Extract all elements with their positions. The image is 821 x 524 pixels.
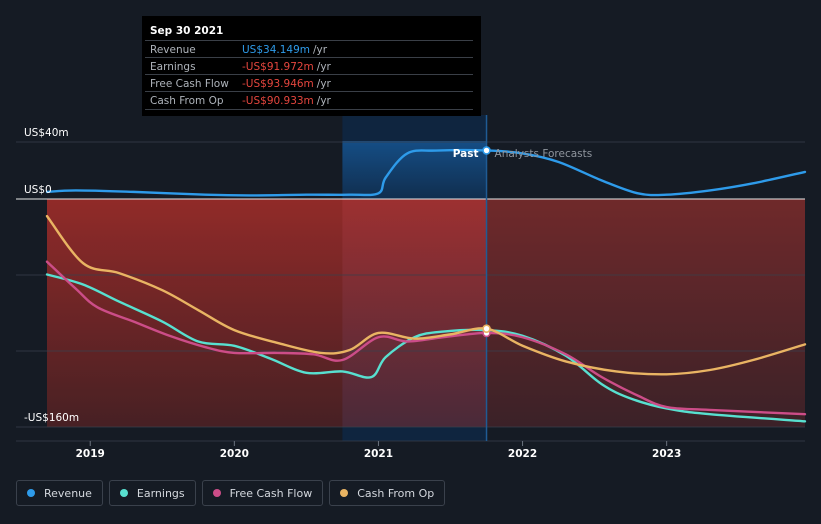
x-tick-label: 2019 bbox=[76, 448, 105, 460]
legend-dot-icon bbox=[340, 489, 349, 497]
legend-item-free-cash-flow[interactable]: Free Cash Flow bbox=[201, 480, 324, 506]
x-tick-label: 2021 bbox=[364, 448, 393, 460]
tooltip-value: -US$91.972m bbox=[242, 61, 314, 73]
y-tick-label: US$40m bbox=[24, 127, 69, 139]
tooltip-label: Cash From Op bbox=[150, 95, 224, 107]
forecast-shade bbox=[486, 199, 805, 427]
free-cash-flow-line bbox=[45, 260, 807, 416]
legend-dot-icon bbox=[212, 489, 221, 497]
legend-label: Earnings bbox=[136, 486, 185, 500]
loss-area bbox=[47, 199, 805, 427]
x-tick-label: 2023 bbox=[652, 448, 681, 460]
tooltip-row-cfo: Cash From Op -US$90.933m/yr bbox=[145, 91, 473, 110]
cash-from-op-line bbox=[45, 214, 807, 376]
legend-item-cash-from-op[interactable]: Cash From Op bbox=[329, 480, 446, 506]
legend-item-earnings[interactable]: Earnings bbox=[108, 480, 196, 506]
legend-label: Free Cash Flow bbox=[229, 486, 313, 500]
past-label: Past bbox=[453, 148, 479, 160]
tooltip-date: Sep 30 2021 bbox=[150, 25, 224, 37]
y-tick-label: US$0 bbox=[24, 184, 52, 196]
tooltip-value: -US$90.933m bbox=[242, 95, 314, 107]
legend-item-revenue[interactable]: Revenue bbox=[16, 480, 103, 506]
legend-dot-icon bbox=[27, 489, 35, 497]
legend: Revenue Earnings Free Cash Flow Cash Fro… bbox=[16, 480, 446, 508]
tooltip: Sep 30 2021 Revenue US$34.149m/yr Earnin… bbox=[142, 16, 481, 116]
legend-label: Cash From Op bbox=[357, 486, 435, 500]
forecast-label: Analysts Forecasts bbox=[495, 148, 593, 160]
chart: 2019 2020 2021 2022 2023 US$40m US$0 -US$160m Pa… bbox=[16, 115, 807, 460]
tooltip-row-earnings: Earnings -US$91.972m/yr bbox=[145, 57, 473, 75]
revenue-line bbox=[45, 148, 807, 197]
revenue-point bbox=[482, 146, 491, 155]
tooltip-unit: /yr bbox=[313, 44, 328, 56]
y-tick-label: -US$160m bbox=[24, 412, 79, 424]
legend-label: Revenue bbox=[44, 486, 92, 500]
tooltip-unit: /yr bbox=[316, 78, 331, 90]
tooltip-value: -US$93.946m bbox=[242, 78, 314, 90]
cash-from-op-point bbox=[482, 324, 491, 333]
loss-area-shade bbox=[47, 199, 343, 427]
tooltip-unit: /yr bbox=[316, 61, 331, 73]
x-tick-label: 2020 bbox=[220, 448, 249, 460]
tooltip-label: Revenue bbox=[150, 44, 196, 56]
tooltip-value: US$34.149m bbox=[242, 44, 310, 56]
legend-dot-icon bbox=[119, 489, 128, 497]
tooltip-row-revenue: Revenue US$34.149m/yr bbox=[145, 40, 473, 58]
x-tick-label: 2022 bbox=[508, 448, 537, 460]
tooltip-unit: /yr bbox=[316, 95, 331, 107]
earnings-line bbox=[45, 273, 807, 423]
tooltip-row-fcf: Free Cash Flow -US$93.946m/yr bbox=[145, 74, 473, 92]
tooltip-label: Free Cash Flow bbox=[150, 78, 229, 90]
tooltip-label: Earnings bbox=[150, 61, 196, 73]
